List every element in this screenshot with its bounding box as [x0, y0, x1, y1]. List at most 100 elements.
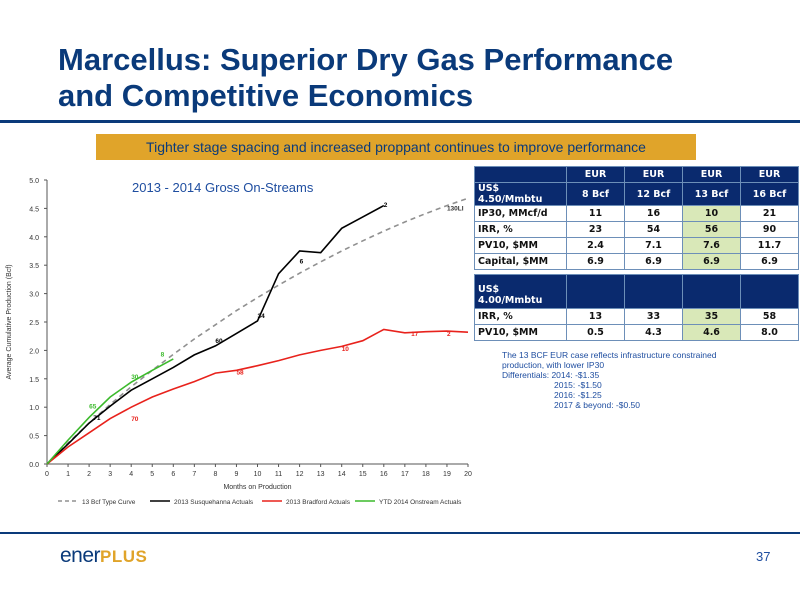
table-row: IP30, MMcf/d 11 16 10 21 — [474, 205, 799, 222]
table-cell: EUR — [740, 166, 799, 183]
note-line: 2015: -$1.50 — [554, 380, 602, 390]
table-row: IRR, % 23 54 56 90 — [474, 221, 799, 238]
table-row: US$ 4.50/Mmbtu 8 Bcf 12 Bcf 13 Bcf 16 Bc… — [474, 182, 799, 206]
table-cell: 13 Bcf — [682, 182, 741, 206]
table-cell: 7.1 — [624, 237, 683, 254]
x-tick-label: 0 — [45, 471, 49, 478]
table-cell: 0.5 — [566, 324, 625, 341]
table-cell: IP30, MMcf/d — [474, 205, 567, 222]
y-tick-label: 4.5 — [29, 206, 39, 213]
x-tick-label: 7 — [192, 471, 196, 478]
table-cell: 54 — [624, 221, 683, 238]
table-cell: 10 — [682, 205, 741, 222]
table-cell: US$ 4.00/Mmbtu — [474, 274, 567, 309]
y-axis-label: Average Cumulative Production (Bcf) — [6, 264, 13, 379]
table-cell — [740, 274, 799, 309]
table-cell — [474, 166, 567, 183]
highlight-banner: Tighter stage spacing and increased prop… — [96, 134, 696, 160]
table-cell: Capital, $MM — [474, 253, 567, 270]
y-tick-label: 5.0 — [29, 178, 39, 185]
note-line: production, with lower IP30 — [502, 360, 605, 370]
x-tick-label: 6 — [171, 471, 175, 478]
table-cell: 4.6 — [682, 324, 741, 341]
production-chart: 0.00.51.01.52.02.53.03.54.04.55.00 1 2 3 4 5 6… — [6, 178, 472, 506]
x-tick-label: 12 — [296, 471, 304, 478]
table-cell — [624, 274, 683, 309]
x-tick-label: 1 — [66, 471, 70, 478]
x-tick-label: 8 — [213, 471, 217, 478]
point-label: 34 — [258, 313, 266, 320]
series-line-4 — [46, 358, 174, 465]
table-cell — [566, 274, 625, 309]
point-label: 10 — [342, 346, 350, 353]
logo-part-1: ener — [60, 544, 101, 567]
page-number: 37 — [756, 549, 771, 564]
company-logo: enerPLUS — [60, 544, 147, 568]
table-cell: 90 — [740, 221, 799, 238]
x-tick-label: 15 — [359, 471, 367, 478]
table-header-row: US$ 4.00/Mmbtu — [474, 274, 799, 309]
table-cell: 12 Bcf — [624, 182, 683, 206]
series-line-2 — [46, 204, 385, 465]
point-label: 130LI — [447, 206, 464, 213]
legend-label: 2013 Bradford Actuals — [286, 499, 351, 506]
table-row: Capital, $MM 6.9 6.9 6.9 6.9 — [474, 253, 799, 270]
point-label: 70 — [131, 416, 139, 423]
table-cell: EUR — [624, 166, 683, 183]
footnote: The 13 BCF EUR case reflects infrastruct… — [502, 350, 752, 410]
title-divider — [0, 120, 800, 123]
y-tick-label: 3.0 — [29, 292, 39, 299]
table-cell: 6.9 — [682, 253, 741, 270]
table-cell: 11 — [566, 205, 625, 222]
note-line: 2017 & beyond: -$0.50 — [554, 400, 641, 410]
table-cell: IRR, % — [474, 221, 567, 238]
x-tick-label: 18 — [422, 471, 430, 478]
table-cell: PV10, $MM — [474, 324, 567, 341]
title-line-1: Marcellus: Superior Dry Gas Performance — [58, 42, 674, 77]
table-cell: 11.7 — [740, 237, 799, 254]
x-tick-label: 2 — [87, 471, 91, 478]
x-tick-label: 3 — [108, 471, 112, 478]
point-label: 2 — [447, 331, 451, 338]
table-cell: 16 — [624, 205, 683, 222]
title-line-2: and Competitive Economics — [58, 78, 474, 113]
x-axis-label: Months on Production — [223, 484, 291, 491]
x-tick-label: 10 — [254, 471, 262, 478]
y-tick-label: 2.5 — [29, 320, 39, 327]
note-line: 2016: -$1.25 — [554, 390, 602, 400]
note-line: The 13 BCF EUR case reflects infrastruct… — [502, 350, 717, 360]
note-line: Differentials: 2014: -$1.35 — [502, 370, 600, 380]
table-row: PV10, $MM 0.5 4.3 4.6 8.0 — [474, 324, 799, 341]
x-tick-label: 20 — [464, 471, 472, 478]
y-tick-label: 3.5 — [29, 263, 39, 270]
table-cell — [682, 274, 741, 309]
table-cell: 35 — [682, 308, 741, 325]
point-label: 71 — [93, 415, 101, 422]
table-cell: EUR — [682, 166, 741, 183]
legend-label: 2013 Susquehanna Actuals — [174, 499, 254, 506]
y-tick-label: 2.0 — [29, 348, 39, 355]
table-cell: 33 — [624, 308, 683, 325]
table-cell: 23 — [566, 221, 625, 238]
legend-label: YTD 2014 Onstream Actuals — [379, 499, 462, 506]
x-tick-label: 11 — [275, 471, 282, 478]
x-tick-label: 16 — [380, 471, 388, 478]
table-row: PV10, $MM 2.4 7.1 7.6 11.7 — [474, 237, 799, 254]
table-cell: 4.3 — [624, 324, 683, 341]
table-cell: 6.9 — [624, 253, 683, 270]
table-cell: PV10, $MM — [474, 237, 567, 254]
table-cell: 7.6 — [682, 237, 741, 254]
y-tick-label: 1.5 — [29, 377, 39, 384]
table-cell: 16 Bcf — [740, 182, 799, 206]
x-tick-label: 14 — [338, 471, 346, 478]
table-cell: 8 Bcf — [566, 182, 625, 206]
table-cell: 56 — [682, 221, 741, 238]
y-tick-label: 1.0 — [29, 405, 39, 412]
table-cell: 21 — [740, 205, 799, 222]
point-label: 30 — [131, 374, 139, 381]
point-label: 58 — [236, 370, 244, 377]
y-tick-label: 0.5 — [29, 434, 39, 441]
table-cell: US$ 4.50/Mmbtu — [474, 182, 567, 206]
footer-divider — [0, 532, 800, 534]
x-tick-label: 13 — [317, 471, 325, 478]
